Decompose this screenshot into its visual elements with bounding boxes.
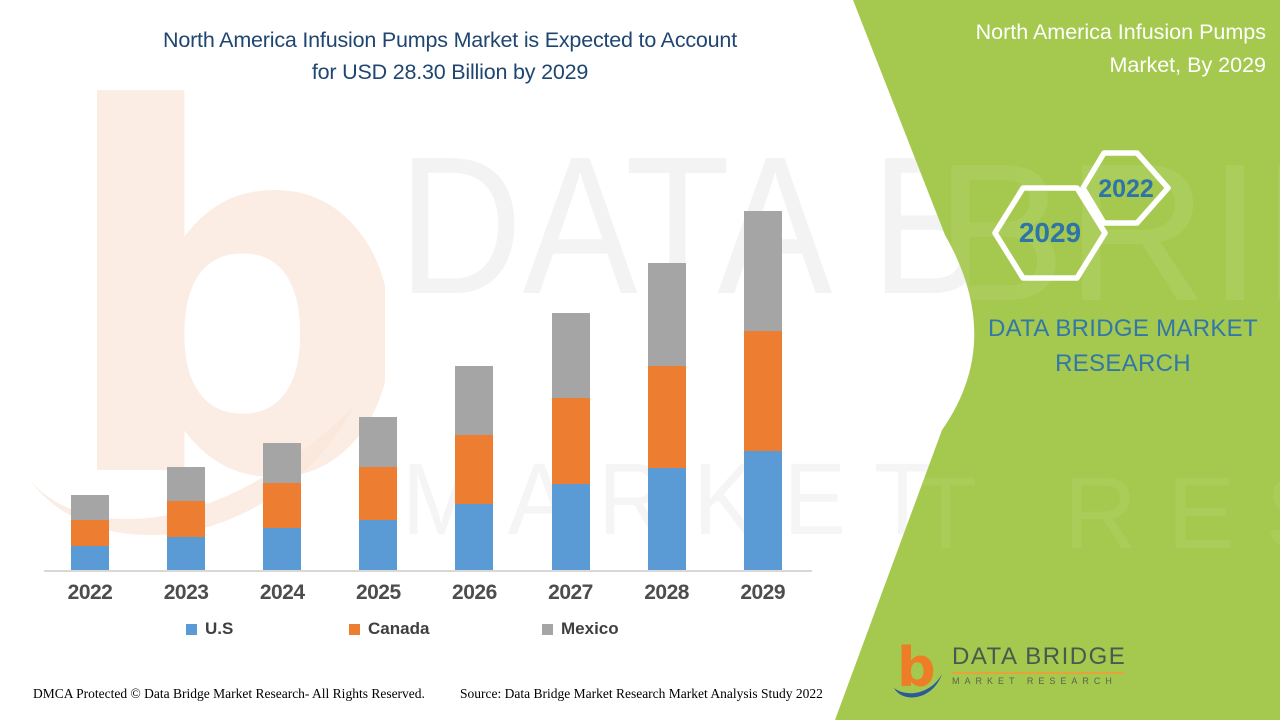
panel-brand-text: DATA BRIDGE MARKET RESEARCH <box>988 315 1258 377</box>
footer-dmca-text: DMCA Protected © Data Bridge Market Rese… <box>33 686 425 701</box>
segment-Canada-2028 <box>647 366 686 468</box>
segment-Mexico-2027 <box>551 312 590 398</box>
segment-Mexico-2029 <box>743 211 782 331</box>
segment-Canada-2022 <box>71 520 109 546</box>
x-axis-label-2024: 2024 <box>259 581 305 604</box>
segment-U.S-2026 <box>455 503 494 571</box>
segment-Mexico-2024 <box>263 442 302 484</box>
footer-source-text: Source: Data Bridge Market Research Mark… <box>460 686 823 701</box>
hexagon-year-2029: 2029 <box>1018 217 1082 248</box>
x-axis-label-2026: 2026 <box>452 581 497 604</box>
bar-2028 <box>647 263 686 571</box>
panel-title-line1: North America Infusion Pumps <box>975 20 1266 44</box>
legend-item-canada: Canada <box>349 619 429 639</box>
bar-2023 <box>167 466 206 571</box>
panel-title-line2: Market, By 2029 <box>1109 53 1266 78</box>
x-axis-label-2022: 2022 <box>67 581 113 604</box>
x-axis-label-2028: 2028 <box>644 581 689 604</box>
segment-Canada-2026 <box>455 434 494 504</box>
chart-title: North America Infusion Pumps Market is E… <box>70 24 830 89</box>
chart-title-line2: for USD 28.30 Billion by 2029 <box>311 60 589 85</box>
company-logo-rule <box>952 672 1124 674</box>
segment-Mexico-2025 <box>359 417 398 467</box>
bar-2026 <box>455 366 494 571</box>
svg-text:MARKET RESEARCH: MARKET RESEARCH <box>402 456 1280 570</box>
bar-2024 <box>263 442 302 571</box>
legend-label-mexico: Mexico <box>561 619 619 638</box>
segment-Mexico-2028 <box>647 263 686 367</box>
company-logo-sub: MARKET RESEARCH <box>952 676 1117 686</box>
legend-label-canada: Canada <box>368 619 430 638</box>
hexagon-year-2022: 2022 <box>1098 175 1154 203</box>
legend-swatch-us <box>186 623 197 635</box>
legend-label-us: U.S <box>205 619 234 638</box>
segment-Canada-2023 <box>167 501 206 537</box>
segment-Mexico-2026 <box>455 366 494 435</box>
segment-U.S-2023 <box>167 536 206 571</box>
segment-U.S-2025 <box>359 520 398 571</box>
segment-U.S-2029 <box>743 451 782 571</box>
legend-item-us: U.S <box>186 619 233 639</box>
segment-Canada-2029 <box>743 330 782 452</box>
chart-title-line1: North America Infusion Pumps Market is E… <box>163 28 737 52</box>
bar-2029 <box>743 211 782 571</box>
segment-U.S-2022 <box>71 545 109 571</box>
legend-item-mexico: Mexico <box>542 619 619 639</box>
company-logo-mark-icon: b <box>894 637 942 699</box>
svg-text:b: b <box>55 55 385 585</box>
legend-swatch-mexico <box>542 623 553 635</box>
x-axis-label-2027: 2027 <box>548 581 593 604</box>
x-axis-line <box>44 570 812 572</box>
bar-2025 <box>359 417 398 571</box>
bar-2022 <box>71 494 109 571</box>
segment-U.S-2028 <box>647 467 686 571</box>
segment-Mexico-2022 <box>71 494 109 521</box>
legend-swatch-canada <box>349 623 360 635</box>
segment-Canada-2027 <box>551 397 590 485</box>
segment-Mexico-2023 <box>167 466 206 502</box>
hexagon-badges-icon <box>992 150 1171 281</box>
x-axis-label-2023: 2023 <box>163 581 209 604</box>
company-logo: b DATA BRIDGE MARKET RESEARCH <box>893 637 1126 703</box>
segment-Canada-2025 <box>359 466 398 521</box>
segment-U.S-2027 <box>551 484 590 571</box>
company-logo-name: DATA BRIDGE <box>952 643 1127 670</box>
segment-U.S-2024 <box>263 527 302 571</box>
x-axis-label-2025: 2025 <box>355 581 401 604</box>
x-axis-label-2029: 2029 <box>740 581 786 604</box>
panel-title: North America Infusion Pumps Market, By … <box>836 16 1266 83</box>
segment-Canada-2024 <box>263 483 302 528</box>
bar-2027 <box>551 312 590 571</box>
